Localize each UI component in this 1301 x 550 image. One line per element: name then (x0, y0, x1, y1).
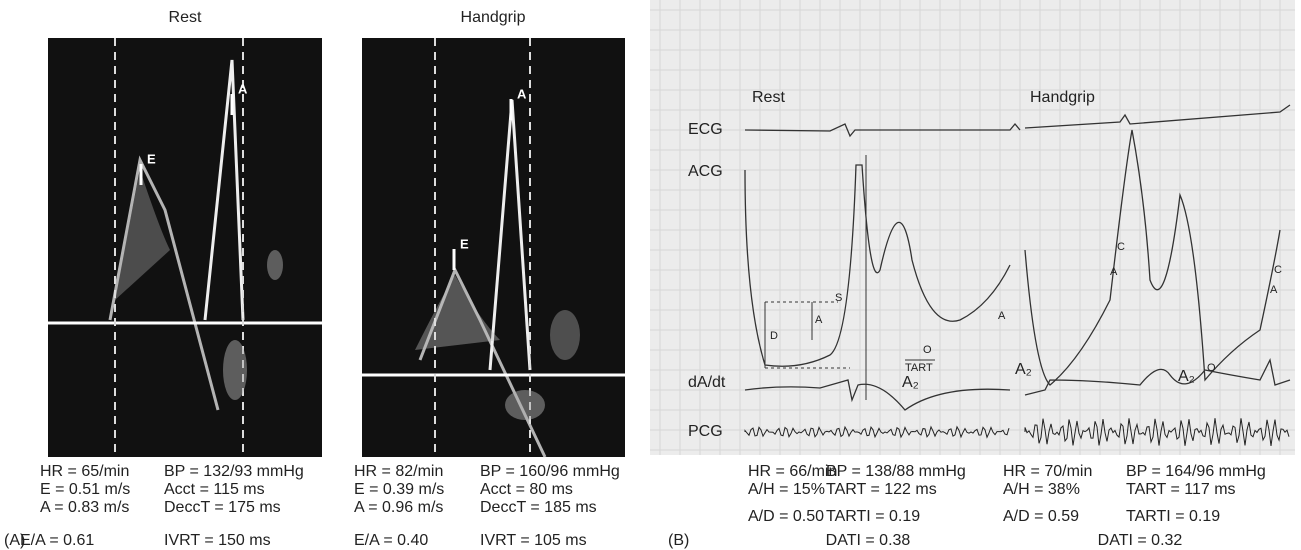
annotation: TART (905, 362, 933, 374)
stat: BP = 138/88 mmHg (826, 463, 966, 480)
stat: DeccT = 175 ms (164, 499, 281, 516)
stat: TARTI = 0.19 (1126, 508, 1220, 525)
stat: E/A = 0.61 (20, 532, 94, 549)
trace-label: ACG (688, 163, 723, 180)
peak-label: A (517, 86, 527, 101)
stat: DATI = 0.32 (1098, 532, 1183, 549)
stat: A/H = 38% (1003, 481, 1080, 498)
stat: DeccT = 185 ms (480, 499, 597, 516)
peak-label: A (238, 81, 248, 96)
stat: A = 0.96 m/s (354, 499, 443, 516)
annotation: A₂ (902, 374, 919, 391)
stat: E = 0.39 m/s (354, 481, 444, 498)
stat: A = 0.83 m/s (40, 499, 129, 516)
stat: A/H = 15% (748, 481, 825, 498)
stat: BP = 132/93 mmHg (164, 463, 304, 480)
figure: RestHandgripRestHandgrip(A)(B)EAEAECGACG… (0, 0, 1301, 550)
stat: TART = 117 ms (1126, 481, 1236, 498)
annotation: O (1207, 362, 1216, 374)
panel-title: Handgrip (1030, 89, 1095, 106)
stat: A/D = 0.50 (748, 508, 824, 525)
stat: A/D = 0.59 (1003, 508, 1079, 525)
annotation: D (770, 330, 778, 342)
stat: IVRT = 150 ms (164, 532, 271, 549)
annotation: A (1110, 266, 1118, 278)
stat: HR = 65/min (40, 463, 129, 480)
annotation: O (923, 344, 932, 356)
annotation: S (835, 292, 842, 304)
stat: DATI = 0.38 (826, 532, 911, 549)
stat: TART = 122 ms (826, 481, 937, 498)
stat: IVRT = 105 ms (480, 532, 587, 549)
stat: HR = 70/min (1003, 463, 1092, 480)
trace-label: PCG (688, 423, 723, 440)
stat: BP = 164/96 mmHg (1126, 463, 1266, 480)
doppler-handgrip (362, 38, 625, 457)
trace-label: dA/dt (688, 374, 726, 391)
annotation: A₂ (1178, 368, 1195, 385)
stat: Acct = 115 ms (164, 481, 265, 498)
doppler-rest (48, 38, 322, 457)
panel-title: Rest (752, 89, 785, 106)
annotation: C (1274, 264, 1282, 276)
stat: HR = 82/min (354, 463, 443, 480)
panel-label: (B) (668, 532, 689, 549)
panel-title: Handgrip (461, 9, 526, 26)
panel-title: Rest (169, 9, 202, 26)
annotation: C (1117, 241, 1125, 253)
peak-label: E (460, 236, 469, 251)
annotation: A (998, 310, 1006, 322)
stat: Acct = 80 ms (480, 481, 573, 498)
trace-label: ECG (688, 121, 723, 138)
stat: HR = 66/min (748, 463, 837, 480)
stat: BP = 160/96 mmHg (480, 463, 620, 480)
stat: TARTI = 0.19 (826, 508, 920, 525)
stat: E = 0.51 m/s (40, 481, 130, 498)
annotation: A (1270, 284, 1278, 296)
annotation: A₂ (1015, 361, 1032, 378)
peak-label: E (147, 151, 156, 166)
stat: E/A = 0.40 (354, 532, 428, 549)
annotation: A (815, 314, 823, 326)
